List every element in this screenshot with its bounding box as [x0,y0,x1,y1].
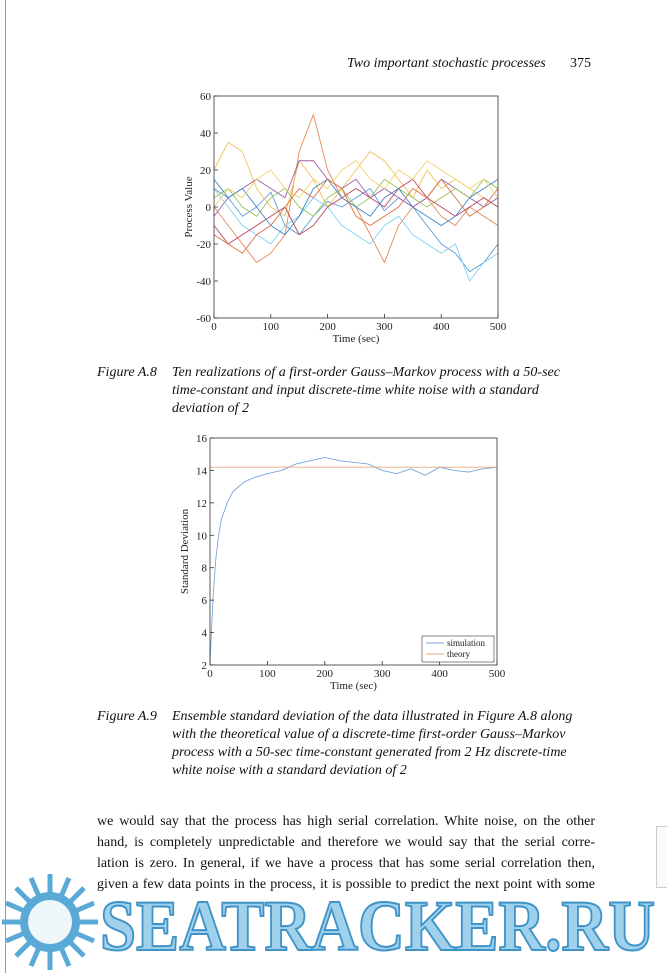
y-tick-label: 16 [196,433,208,445]
plot-area [210,438,497,665]
series-line [209,457,498,666]
series-line [213,188,499,273]
caption: Ensemble standard deviation of the data … [172,708,572,780]
x-tick-label: 0 [207,668,213,680]
legend-label: theory [447,649,470,659]
body-line: hand, is completely unpredictable and th… [97,835,595,850]
page-number: 375 [570,56,591,71]
x-tick-label: 200 [319,321,336,333]
series-line [213,141,499,217]
running-head: Two important stochastic processes [347,56,546,71]
y-tick-label: -60 [196,313,211,325]
axes-frame [209,437,498,666]
x-tick-label: 400 [431,668,448,680]
y-tick-label: 2 [202,660,208,672]
x-axis-label: Time (sec) [333,333,380,345]
body-line: lation is zero. In general, if we have a… [97,856,595,871]
caption-label: Figure A.9 [97,709,157,724]
series-line [213,160,499,217]
body-line: given a few data points in the process, … [97,877,595,891]
x-tick-label: 100 [263,321,280,333]
caption-label: Figure A.8 [97,365,157,380]
y-tick-label: 0 [206,202,212,214]
caption: Ten realizations of a first-order Gauss–… [172,364,560,418]
series-line [213,188,499,282]
caption-line: time-constant and input discrete-time wh… [172,383,539,398]
y-tick-label: 10 [196,530,208,542]
y-tick-label: 12 [196,498,207,510]
page-edge [5,0,6,973]
side-tab [656,826,667,888]
x-tick-label: 500 [489,668,506,680]
series-line [213,178,499,245]
caption-line: white noise with a standard deviation of… [172,763,407,778]
caption-line: process with a 50-sec time-constant gene… [172,745,567,760]
x-tick-label: 0 [211,321,217,333]
caption-line: with the theoretical value of a discrete… [172,727,566,742]
watermark: SEATRACKER.RU [2,874,656,970]
y-tick-label: 60 [200,91,212,103]
y-tick-label: -20 [196,239,211,251]
x-tick-label: 300 [376,321,393,333]
y-axis-label: Standard Deviation [179,508,191,594]
x-tick-label: 200 [317,668,334,680]
caption-line: Ten realizations of a first-order Gauss–… [172,365,560,380]
x-tick-label: 300 [374,668,391,680]
x-tick-label: 500 [490,321,507,333]
y-tick-label: 4 [202,628,208,640]
x-axis-label: Time (sec) [330,680,377,692]
x-tick-label: 400 [433,321,450,333]
y-tick-label: -40 [196,276,211,288]
caption-line: Ensemble standard deviation of the data … [172,709,573,724]
series-line [213,178,499,236]
legend-label: simulation [447,638,485,648]
y-tick-label: 6 [202,595,208,607]
caption-line: deviation of 2 [172,401,249,416]
series-line [213,160,499,208]
body-line: we would say that the process has high s… [97,814,595,829]
x-tick-label: 100 [259,668,276,680]
y-tick-label: 20 [200,165,212,177]
watermark-text: SEATRACKER.RU [100,886,655,966]
sun-icon [2,874,98,970]
y-tick-label: 8 [202,563,208,575]
y-tick-label: 40 [200,128,212,140]
y-axis-label: Process Value [183,176,195,237]
series-line [213,178,499,254]
y-tick-label: 14 [196,465,208,477]
legend-box [421,635,495,663]
